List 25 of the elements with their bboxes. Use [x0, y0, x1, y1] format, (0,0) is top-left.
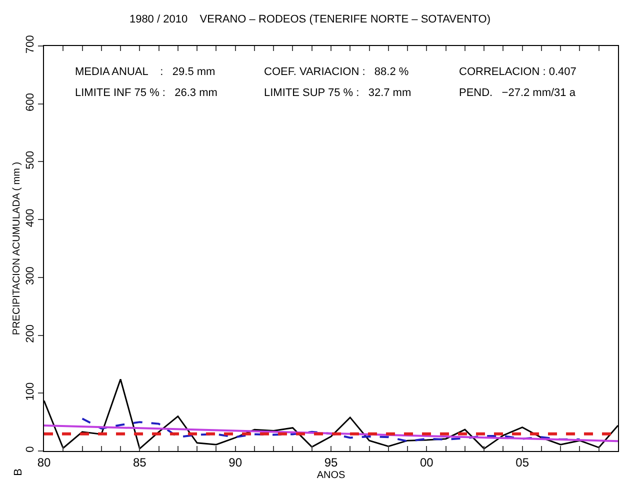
annotation: COEF. VARIACION : 88.2 %	[264, 66, 409, 78]
text: B	[12, 468, 24, 476]
x-axis-title: ANOS	[316, 470, 346, 481]
x-tick-label: 00	[420, 455, 434, 470]
x-tick-label: 95	[324, 455, 338, 470]
annotation: LIMITE INF 75 % : 26.3 mm	[75, 87, 218, 99]
chart-title: 1980 / 2010 VERANO – RODEOS (TENERIFE NORTE – SOTAVENTO)	[129, 13, 491, 26]
y-tick-label: 100	[24, 382, 37, 401]
annotation: MEDIA ANUAL : 29.5 mm	[75, 66, 216, 78]
y-tick-label: 700	[24, 35, 37, 54]
x-tick-label: 05	[516, 455, 530, 470]
line-series	[81, 418, 581, 442]
y-tick-label: 400	[24, 208, 37, 228]
y-tick-label: 600	[24, 93, 37, 112]
annotation: PEND. −27.2 mm/31 a	[459, 87, 576, 99]
y-tick-label: 500	[24, 150, 37, 170]
x-tick-label: 90	[228, 455, 242, 470]
x-tick-label: 85	[132, 455, 147, 470]
x-tick-label: 80	[37, 455, 51, 470]
y-tick-label: 0	[24, 446, 37, 452]
annotation: CORRELACION : 0.407	[459, 66, 576, 78]
y-tick-label: 300	[24, 266, 37, 285]
annotation: LIMITE SUP 75 % : 32.7 mm	[264, 87, 412, 99]
y-tick-label: 200	[24, 324, 37, 343]
y-axis-title: PRECIPITACION ACUMULADA ( mm )	[12, 162, 23, 336]
